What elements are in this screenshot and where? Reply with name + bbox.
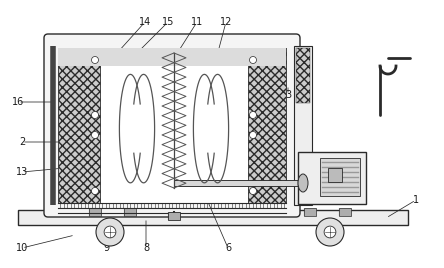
Circle shape (104, 226, 116, 238)
Bar (328, 168, 342, 182)
Circle shape (250, 111, 257, 118)
Bar (298, 152, 366, 204)
FancyBboxPatch shape (44, 34, 300, 217)
Bar (320, 158, 360, 196)
Text: 9: 9 (103, 243, 109, 253)
Circle shape (250, 188, 257, 195)
Text: 4: 4 (305, 163, 311, 173)
Text: 14: 14 (139, 17, 151, 27)
Bar (89, 208, 101, 216)
Text: 2: 2 (19, 137, 25, 147)
Circle shape (91, 111, 99, 118)
Text: 13: 13 (16, 167, 28, 177)
Circle shape (250, 57, 257, 64)
Text: 10: 10 (16, 243, 28, 253)
Bar (304, 208, 316, 216)
Text: 11: 11 (191, 17, 203, 27)
Bar (168, 212, 180, 220)
Text: 15: 15 (162, 17, 174, 27)
Text: 3: 3 (285, 90, 291, 100)
Circle shape (250, 132, 257, 139)
Bar (296, 48, 310, 103)
Bar (339, 208, 351, 216)
Circle shape (91, 57, 99, 64)
Circle shape (96, 218, 124, 246)
Bar (124, 208, 136, 216)
Circle shape (324, 226, 336, 238)
Bar (58, 48, 286, 203)
Text: 12: 12 (220, 17, 232, 27)
Bar (58, 48, 100, 203)
Circle shape (91, 188, 99, 195)
Bar (294, 46, 312, 205)
Text: 16: 16 (12, 97, 24, 107)
Text: 1: 1 (413, 195, 419, 205)
Circle shape (91, 132, 99, 139)
Bar (100, 48, 248, 203)
Circle shape (316, 218, 344, 246)
Ellipse shape (298, 174, 308, 192)
Bar (18, 210, 408, 225)
Bar (174, 180, 303, 186)
Text: 8: 8 (143, 243, 149, 253)
Bar (58, 48, 286, 66)
Text: 5: 5 (333, 157, 339, 167)
Bar (248, 48, 286, 203)
Text: 6: 6 (225, 243, 231, 253)
